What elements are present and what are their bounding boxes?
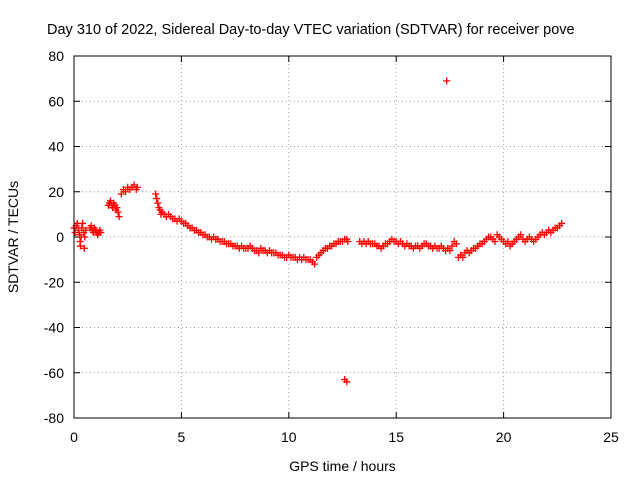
data-point xyxy=(97,228,105,236)
x-tick-label: 0 xyxy=(70,429,78,445)
data-point xyxy=(152,190,160,198)
data-point xyxy=(459,253,467,261)
data-point xyxy=(115,213,123,221)
data-point xyxy=(343,378,351,386)
data-point xyxy=(154,199,162,207)
plot-frame xyxy=(73,55,612,419)
y-tick-label: 40 xyxy=(48,139,64,155)
data-point xyxy=(76,242,84,250)
y-tick-label: -80 xyxy=(44,410,64,426)
data-point xyxy=(558,219,566,227)
y-tick-label: 0 xyxy=(56,229,64,245)
chart-title: Day 310 of 2022, Sidereal Day-to-day VTE… xyxy=(47,22,575,38)
x-tick-label: 25 xyxy=(603,429,619,445)
y-tick-label: 60 xyxy=(48,93,64,109)
data-point xyxy=(153,195,161,203)
x-axis-label: GPS time / hours xyxy=(289,458,396,474)
y-tick-label: -60 xyxy=(44,365,64,381)
y-tick-label: 80 xyxy=(48,48,64,64)
data-point xyxy=(81,233,89,241)
y-tick-label: 20 xyxy=(48,184,64,200)
data-point xyxy=(79,219,87,227)
data-point xyxy=(491,238,499,246)
y-axis-label: SDTVAR / TECUs xyxy=(5,181,21,293)
x-tick-label: 20 xyxy=(496,429,512,445)
x-tick-label: 5 xyxy=(178,429,186,445)
x-tick-label: 15 xyxy=(388,429,404,445)
data-point xyxy=(448,242,456,250)
data-point xyxy=(311,260,319,268)
data-point xyxy=(504,238,512,246)
grid-lines xyxy=(74,56,611,418)
y-tick-label: -40 xyxy=(44,320,64,336)
data-point xyxy=(443,77,451,85)
data-point xyxy=(344,238,352,246)
data-point xyxy=(446,247,454,255)
data-point xyxy=(80,244,88,252)
data-points xyxy=(70,77,566,386)
data-point xyxy=(82,226,90,234)
x-tick-label: 10 xyxy=(281,429,297,445)
data-point xyxy=(117,190,125,198)
data-point xyxy=(122,188,130,196)
data-point xyxy=(255,249,263,257)
x-tick-labels: 0 5 10 15 20 25 xyxy=(70,429,619,445)
data-point xyxy=(517,231,525,239)
data-point xyxy=(113,204,121,212)
data-point xyxy=(452,240,460,248)
y-tick-label: -20 xyxy=(44,274,64,290)
data-point xyxy=(78,224,86,232)
y-tick-labels: -80 -60 -40 -20 0 20 40 60 80 xyxy=(44,48,64,426)
data-point xyxy=(133,183,141,191)
data-point xyxy=(114,208,122,216)
